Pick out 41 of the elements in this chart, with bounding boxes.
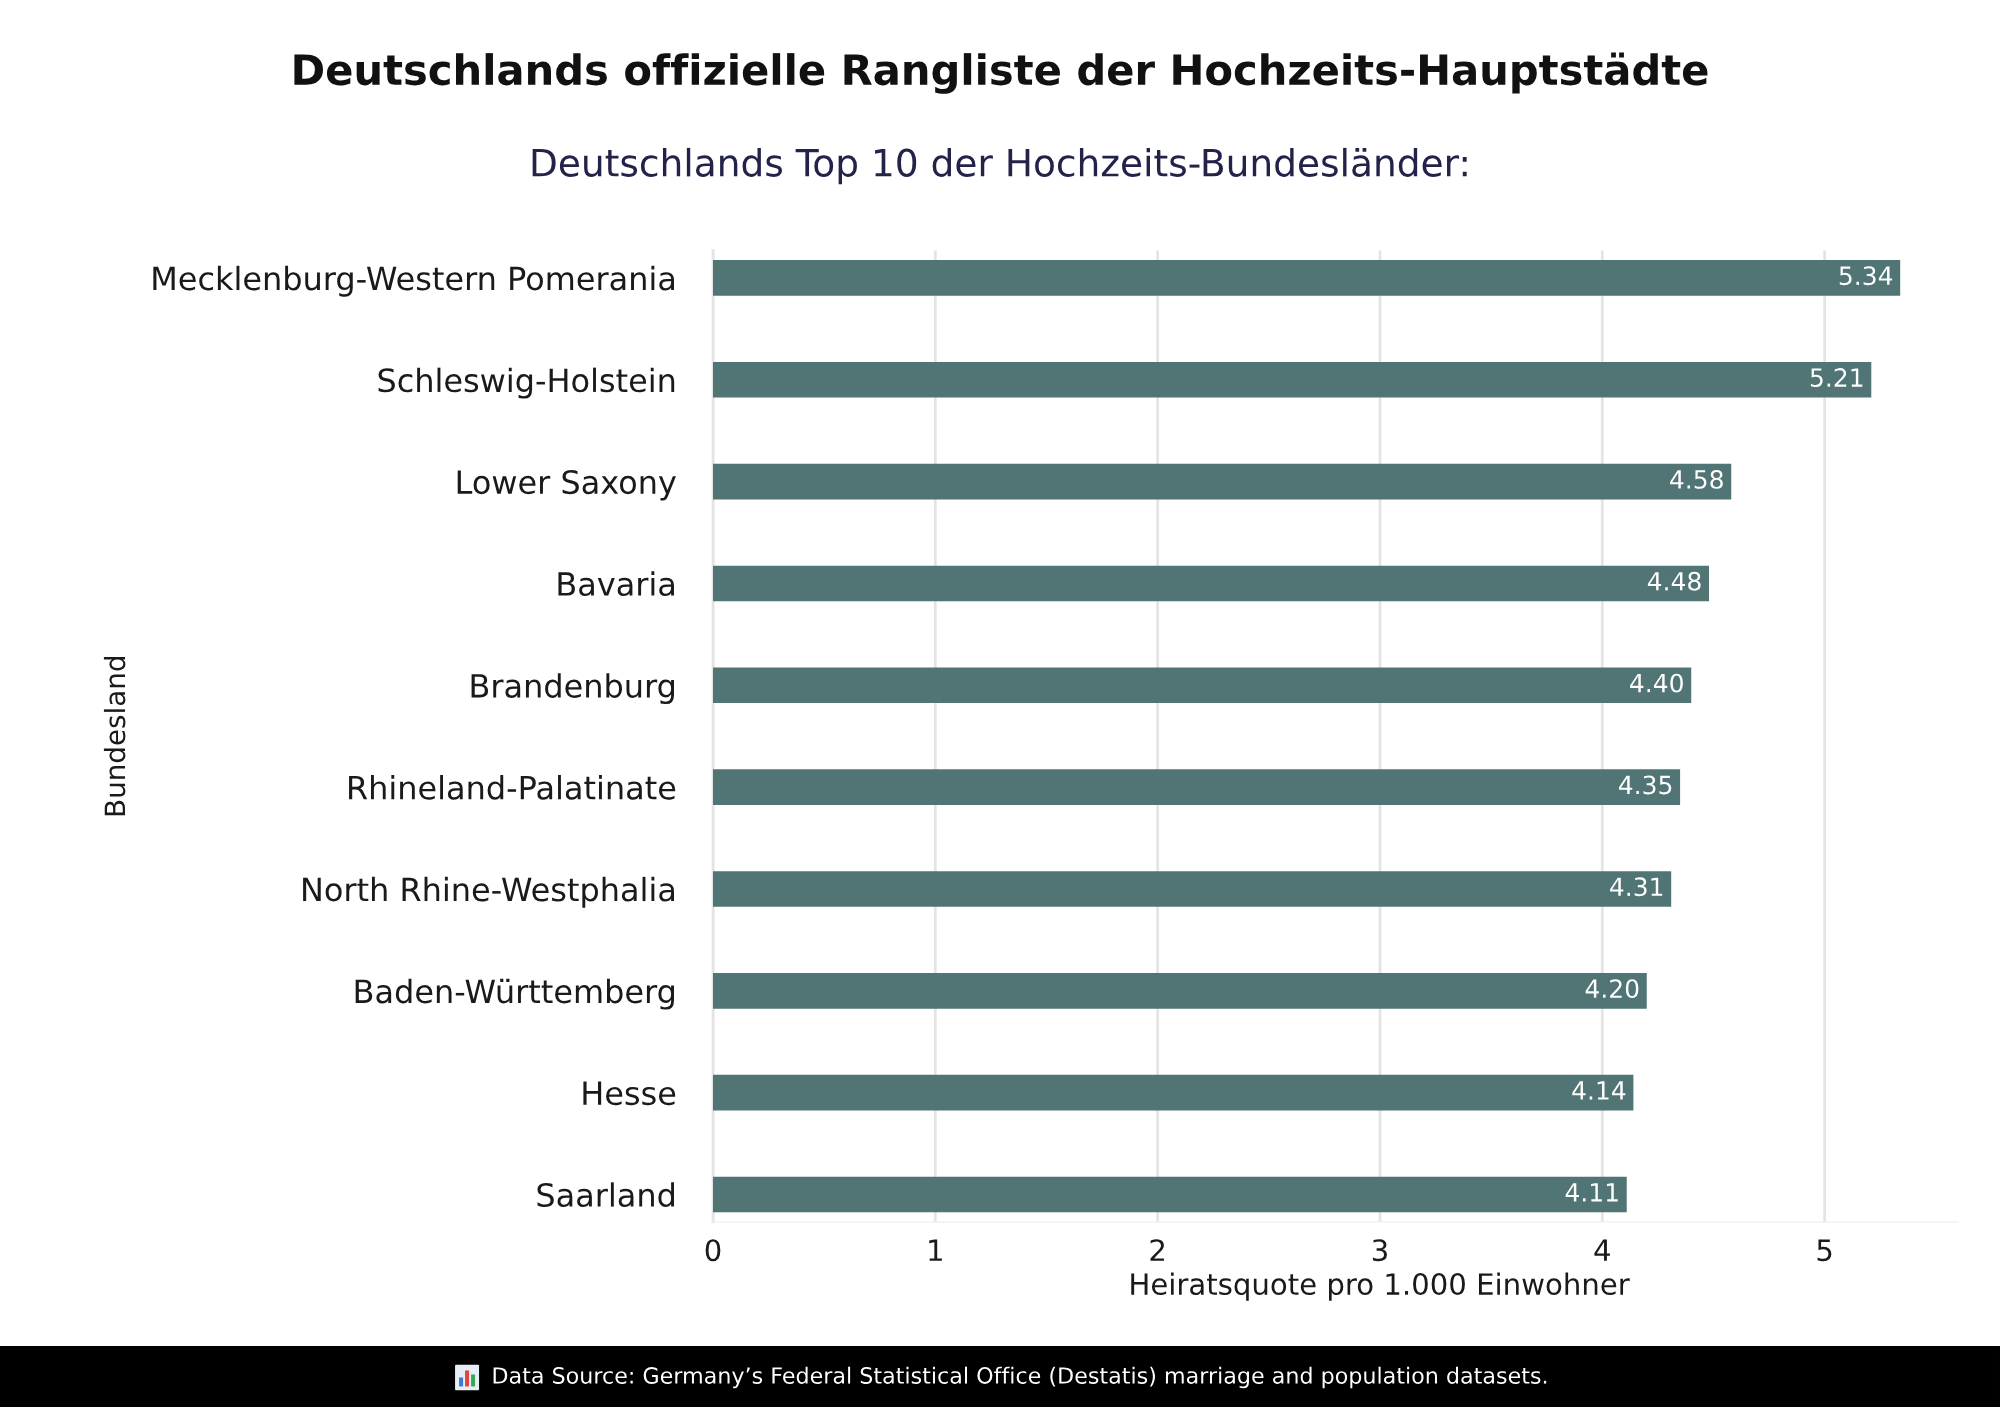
x-axis-title: Heiratsquote pro 1.000 Einwohner [1131, 1272, 1630, 1301]
y-tick-label: Mecklenburg-Western Pomerania [153, 265, 674, 297]
data-label: 4.20 [1585, 979, 1639, 999]
source-note: Data Source: Germany’s Federal Statistical Office (Destatis) marriage and population datasets. [493, 1366, 1547, 1389]
data-label: 5.21 [1810, 368, 1863, 388]
y-tick-label: Lower Saxony [457, 470, 676, 501]
bar [713, 361, 1872, 398]
data-label: 4.48 [1647, 571, 1701, 591]
data-label: 4.40 [1630, 673, 1683, 693]
data-label: 4.11 [1565, 1183, 1618, 1202]
y-tick-label: Saarland [537, 1182, 674, 1208]
bar [713, 871, 1672, 907]
y-tick-label: Hesse [583, 1081, 676, 1106]
bar [713, 667, 1692, 704]
y-axis-title: Bundesland [103, 657, 126, 816]
y-tick-label: North Rhine-Westphalia [303, 876, 674, 908]
x-tick-label: 5 [1817, 1239, 1832, 1262]
chart-subtitle: Deutschlands Top 10 der Hochzeits-Bundesländer: [532, 147, 1467, 185]
bar [713, 769, 1681, 805]
bar [713, 260, 1901, 296]
chart-title: Deutschlands offizielle Rangliste der Hochzeits-Hauptstädte [294, 52, 1708, 94]
bar [713, 463, 1732, 500]
x-tick-label: 2 [1150, 1239, 1164, 1261]
y-tick-label: Rhineland-Palatinate [349, 775, 676, 800]
x-tick-label: 4 [1594, 1239, 1610, 1261]
x-tick-label: 1 [929, 1239, 942, 1261]
y-tick-label: Baden-Württemberg [355, 978, 674, 1010]
data-label: 4.14 [1572, 1081, 1626, 1100]
data-label: 5.34 [1839, 266, 1893, 286]
x-tick-label: 3 [1372, 1239, 1387, 1262]
bar [713, 1176, 1627, 1213]
y-tick-label: Schleswig-Holstein [378, 367, 675, 399]
y-tick-label: Brandenburg [471, 673, 674, 705]
x-tick-label: 0 [705, 1239, 721, 1262]
bar [713, 972, 1647, 1009]
data-label: 4.31 [1610, 877, 1663, 897]
bar [713, 1074, 1634, 1111]
data-label: 4.58 [1670, 469, 1723, 489]
y-tick-label: Bavaria [558, 571, 674, 597]
data-label: 4.35 [1618, 775, 1672, 795]
bar [713, 565, 1709, 602]
